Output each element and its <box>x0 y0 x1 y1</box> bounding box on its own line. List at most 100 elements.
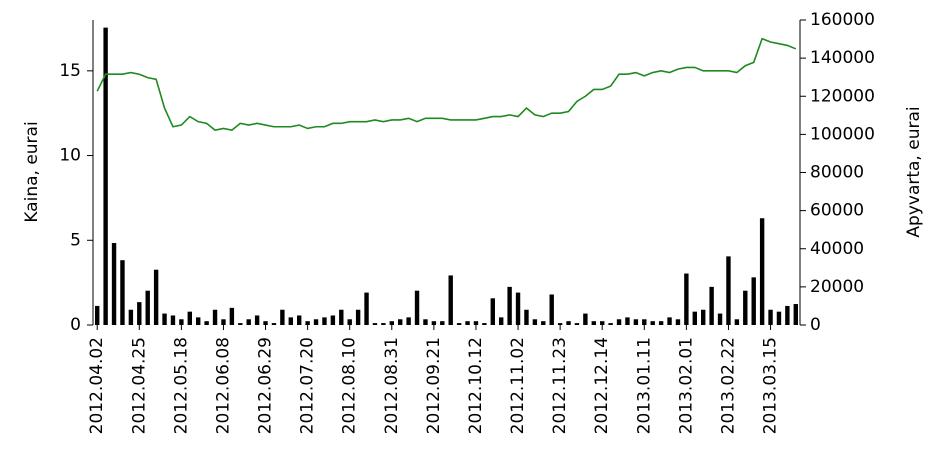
bar <box>482 323 487 325</box>
x-tick-label: 2012.08.10 <box>340 337 360 434</box>
bar <box>473 321 479 325</box>
bar <box>423 319 428 325</box>
bar <box>734 319 740 325</box>
bar <box>406 317 411 325</box>
bar <box>591 321 596 325</box>
bar <box>793 304 798 325</box>
bar <box>414 290 420 325</box>
y2-tick-label: 60000 <box>810 201 864 221</box>
bar <box>355 309 361 325</box>
bar <box>196 317 201 325</box>
bar <box>751 277 756 325</box>
x-tick-label: 2012.11.02 <box>508 337 528 434</box>
y2-tick-label: 160000 <box>810 10 875 30</box>
bar <box>431 321 437 325</box>
bar <box>322 317 327 325</box>
bar <box>515 292 521 325</box>
x-tick-label: 2013.01.11 <box>634 337 654 434</box>
bar <box>347 319 352 325</box>
bar <box>583 313 588 325</box>
y-tick-label: 5 <box>70 230 81 250</box>
bar <box>701 309 706 325</box>
y2-tick-label: 0 <box>810 315 821 335</box>
y2-tick-label: 20000 <box>810 277 864 297</box>
bar <box>103 27 108 325</box>
bar <box>297 315 302 325</box>
bar <box>120 260 125 325</box>
y-tick-label: 10 <box>59 146 81 166</box>
bar <box>633 319 639 325</box>
bar <box>389 321 394 325</box>
bar <box>709 286 714 325</box>
y2-tick-label: 140000 <box>810 48 875 68</box>
y2-tick-label: 80000 <box>810 163 864 183</box>
bar <box>658 321 664 325</box>
x-tick-label: 2013.02.22 <box>718 337 738 434</box>
bar <box>507 286 512 325</box>
bar <box>768 309 773 325</box>
bar <box>692 311 697 325</box>
bar <box>684 273 689 325</box>
bar <box>305 321 310 325</box>
bar <box>650 321 655 325</box>
bar <box>675 319 681 325</box>
bar <box>759 218 765 325</box>
bar <box>667 317 672 325</box>
bar <box>776 311 782 325</box>
bar <box>608 323 613 325</box>
bar <box>785 305 790 325</box>
bar <box>557 323 563 325</box>
y2-tick-label: 120000 <box>810 86 875 106</box>
x-tick-label: 2012.06.29 <box>256 337 276 434</box>
bar <box>254 315 260 325</box>
bar <box>616 319 622 325</box>
x-tick-label: 2012.04.25 <box>129 337 149 434</box>
bar <box>448 275 453 325</box>
x-tick-label: 2012.05.18 <box>171 337 191 434</box>
bar <box>339 309 344 325</box>
bar <box>313 319 319 325</box>
bar <box>137 302 142 325</box>
bar <box>499 317 504 325</box>
bar <box>170 315 176 325</box>
bar <box>263 321 268 325</box>
x-tick-label: 2012.08.31 <box>382 337 402 434</box>
y-tick-label: 15 <box>59 61 81 81</box>
x-tick-label: 2012.09.21 <box>424 337 444 434</box>
x-tick-label: 2012.10.12 <box>466 337 486 434</box>
bar <box>111 243 117 325</box>
bar <box>642 319 647 325</box>
x-tick-label: 2012.12.14 <box>592 337 612 434</box>
y2-axis-label: Apyvarta, eurai <box>904 106 924 237</box>
y-axis-label: Kaina, eurai <box>22 121 42 222</box>
bar <box>364 292 369 325</box>
bar <box>221 319 226 325</box>
bar <box>465 321 470 325</box>
y-tick-label: 0 <box>70 315 81 335</box>
bar <box>717 313 723 325</box>
bar <box>288 317 293 325</box>
x-tick-label: 2013.02.01 <box>676 337 696 434</box>
bar <box>330 315 336 325</box>
bar <box>271 323 277 325</box>
x-tick-label: 2012.07.20 <box>298 337 318 434</box>
bar <box>179 319 184 325</box>
bar <box>381 323 386 325</box>
bar <box>532 319 538 325</box>
bar <box>743 290 748 325</box>
bar <box>95 305 100 325</box>
x-tick-label: 2012.06.08 <box>213 337 233 434</box>
bar <box>162 313 167 325</box>
bar <box>490 298 495 325</box>
bar <box>229 307 235 325</box>
bar <box>212 309 218 325</box>
bar <box>128 309 134 325</box>
bar <box>372 323 378 325</box>
bar <box>726 256 731 325</box>
bar <box>566 321 571 325</box>
bar <box>153 269 159 325</box>
bar <box>280 309 285 325</box>
bar <box>600 321 605 325</box>
y2-tick-label: 100000 <box>810 124 875 144</box>
